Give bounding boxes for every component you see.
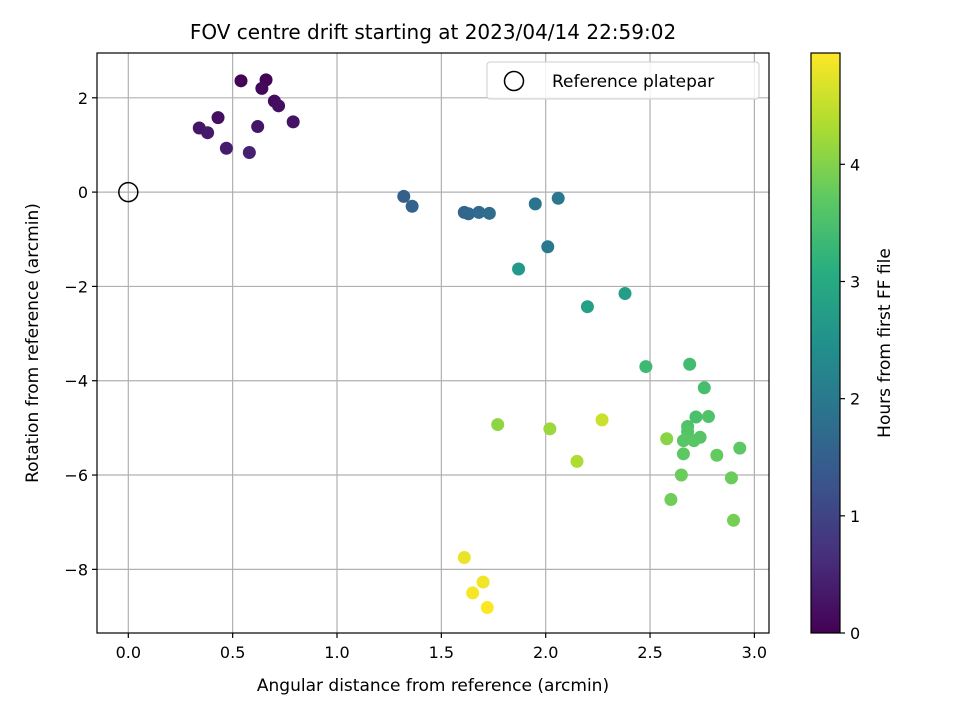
scatter-point bbox=[580, 300, 594, 314]
colorbar-label: Hours from first FF file bbox=[875, 248, 895, 438]
scatter-point bbox=[482, 206, 496, 220]
scatter-point bbox=[543, 422, 557, 436]
colorbar: 0 1 2 3 4 Hours from first FF file bbox=[810, 52, 895, 643]
scatter-point bbox=[251, 120, 265, 134]
scatter-point bbox=[683, 357, 697, 371]
legend-label: Reference platepar bbox=[552, 72, 714, 92]
scatter-point bbox=[242, 145, 256, 159]
legend: Reference platepar bbox=[486, 61, 760, 100]
x-tick-label: 3.0 bbox=[742, 643, 767, 662]
scatter-point bbox=[480, 601, 494, 615]
scatter-point bbox=[472, 205, 486, 219]
x-tick-label: 0.5 bbox=[220, 643, 245, 662]
scatter-point bbox=[286, 115, 300, 129]
scatter-point bbox=[234, 74, 248, 88]
y-axis-label: Rotation from reference (arcmin) bbox=[23, 203, 43, 483]
colorbar-tick-label: 3 bbox=[850, 272, 860, 291]
scatter-point bbox=[697, 381, 711, 395]
scatter-point bbox=[405, 199, 419, 213]
colorbar-tick-label: 1 bbox=[850, 507, 860, 526]
scatter-point bbox=[528, 197, 542, 211]
reference-platepar-marker bbox=[118, 181, 139, 203]
scatter-point bbox=[570, 454, 584, 468]
x-axis-ticks: 0.0 0.5 1.0 1.5 2.0 2.5 3.0 bbox=[116, 633, 767, 662]
scatter-point bbox=[272, 99, 286, 113]
x-tick-label: 2.5 bbox=[637, 643, 662, 662]
scatter-point bbox=[491, 418, 505, 432]
legend-box bbox=[486, 61, 760, 100]
scatter-point bbox=[595, 413, 609, 427]
y-tick-label: −2 bbox=[64, 277, 88, 296]
scatter-point bbox=[211, 111, 225, 125]
x-axis-label: Angular distance from reference (arcmin) bbox=[257, 676, 609, 696]
grid bbox=[97, 53, 769, 633]
data-points bbox=[192, 73, 747, 615]
scatter-point bbox=[701, 410, 715, 424]
y-tick-label: −6 bbox=[64, 466, 88, 485]
scatter-point bbox=[733, 441, 747, 455]
scatter-point bbox=[255, 81, 269, 95]
scatter-point bbox=[664, 493, 678, 507]
colorbar-frame bbox=[810, 52, 841, 634]
scatter-point bbox=[660, 432, 674, 446]
colorbar-tick-label: 0 bbox=[850, 624, 860, 643]
scatter-point bbox=[724, 471, 738, 485]
scatter-point bbox=[727, 513, 741, 527]
x-tick-label: 1.5 bbox=[429, 643, 454, 662]
legend-marker-open-circle bbox=[503, 70, 525, 92]
scatter-point bbox=[674, 468, 688, 482]
scatter-point bbox=[551, 191, 565, 205]
colorbar-tick-label: 2 bbox=[850, 390, 860, 409]
x-tick-label: 0.0 bbox=[116, 643, 141, 662]
y-tick-label: −4 bbox=[64, 372, 88, 391]
scatter-point bbox=[618, 286, 632, 300]
scatter-point bbox=[461, 207, 475, 221]
chart-title: FOV centre drift starting at 2023/04/14 … bbox=[190, 20, 676, 44]
scatter-point bbox=[676, 434, 690, 448]
x-tick-label: 2.0 bbox=[533, 643, 558, 662]
plot-frame bbox=[96, 52, 770, 634]
scatter-point bbox=[687, 434, 701, 448]
colorbar-ticks: 0 1 2 3 4 bbox=[840, 155, 860, 643]
scatter-point bbox=[541, 240, 555, 254]
scatter-point bbox=[219, 141, 233, 155]
scatter-point bbox=[457, 551, 471, 565]
scatter-point bbox=[512, 262, 526, 276]
scatter-point bbox=[201, 126, 215, 140]
scatter-point bbox=[466, 586, 480, 600]
y-tick-label: 2 bbox=[78, 89, 88, 108]
scatter-point bbox=[676, 447, 690, 461]
y-axis-ticks: 2 0 −2 −4 −6 −8 bbox=[64, 89, 97, 579]
scatter-point bbox=[397, 189, 411, 203]
y-tick-label: −8 bbox=[64, 560, 88, 579]
scatter-point bbox=[710, 448, 724, 462]
x-tick-label: 1.0 bbox=[324, 643, 349, 662]
colorbar-tick-label: 4 bbox=[850, 155, 860, 174]
scatter-point bbox=[639, 360, 653, 374]
colorbar-gradient bbox=[811, 53, 840, 633]
y-tick-label: 0 bbox=[78, 183, 88, 202]
scatter-point bbox=[476, 575, 490, 589]
scatter-point bbox=[689, 410, 703, 424]
